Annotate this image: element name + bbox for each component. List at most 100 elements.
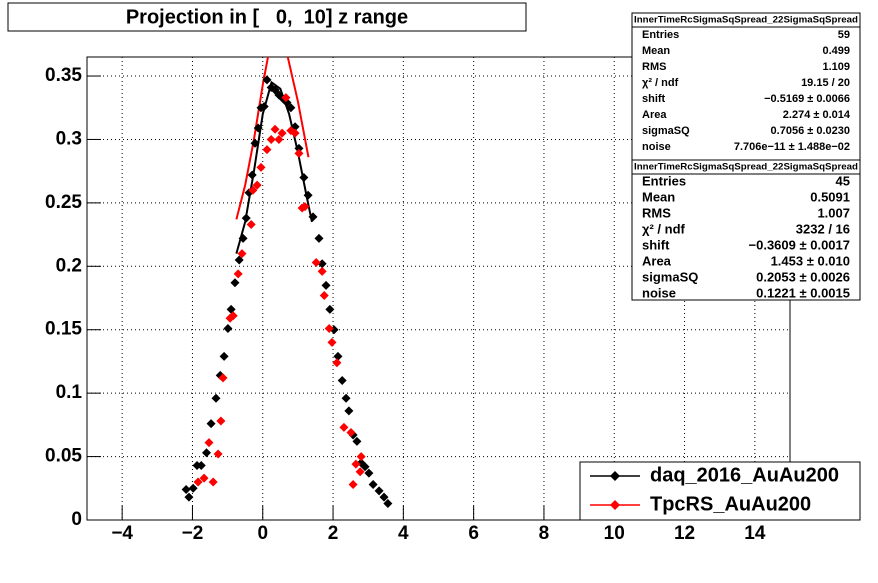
- y-tick-label: 0.2: [56, 255, 82, 276]
- stats-value: 0.2053 ± 0.0026: [756, 269, 850, 284]
- data-point: [314, 233, 324, 243]
- data-point: [270, 124, 280, 134]
- data-point: [188, 483, 198, 493]
- stats-value: −0.3609 ± 0.0017: [749, 237, 850, 252]
- stats-label: χ² / ndf: [642, 221, 686, 236]
- data-point: [339, 422, 349, 432]
- data-point: [332, 358, 342, 368]
- data-point: [337, 375, 347, 385]
- x-tick-label: 12: [674, 523, 695, 544]
- data-point: [356, 452, 366, 462]
- y-tick-label: 0.35: [45, 65, 82, 86]
- data-point: [374, 486, 384, 496]
- data-point: [300, 202, 310, 212]
- data-point: [206, 419, 216, 429]
- data-point: [351, 459, 361, 469]
- data-point: [286, 103, 296, 113]
- x-tick-label: −2: [182, 523, 204, 544]
- x-tick-label: −4: [111, 523, 133, 544]
- stats-label: RMS: [642, 205, 671, 220]
- y-tick-label: 0.25: [45, 192, 82, 213]
- data-point: [250, 138, 260, 148]
- stats-value: 1.007: [817, 205, 850, 220]
- data-point: [223, 323, 233, 333]
- data-point: [216, 416, 226, 426]
- data-point: [196, 460, 206, 470]
- data-point: [181, 485, 191, 495]
- y-tick-label: 0: [71, 509, 82, 530]
- x-tick-label: 2: [328, 523, 339, 544]
- data-point: [208, 477, 218, 487]
- data-point: [233, 269, 243, 279]
- data-point: [348, 479, 358, 489]
- data-point: [237, 249, 247, 259]
- data-point: [228, 311, 238, 321]
- stats-value: 45: [836, 173, 850, 188]
- data-point: [341, 393, 351, 403]
- stats-value: 3232 / 16: [796, 221, 850, 236]
- x-tick-label: 4: [398, 523, 409, 544]
- data-point: [311, 257, 321, 267]
- stats-value: 0.1221 ± 0.0015: [756, 285, 850, 300]
- stats-box: [631, 159, 861, 301]
- data-point: [248, 185, 258, 195]
- data-point: [281, 93, 291, 103]
- stats-label: sigmaSQ: [642, 125, 690, 137]
- data-point: [266, 134, 276, 144]
- data-point: [238, 233, 248, 243]
- data-point: [230, 278, 240, 288]
- stats-label: Area: [642, 253, 672, 268]
- data-point: [211, 393, 221, 403]
- data-point: [202, 448, 212, 458]
- data-point: [252, 180, 262, 190]
- stats-value: 0.499: [822, 45, 850, 57]
- stats-value: 1.453 ± 0.010: [771, 253, 850, 268]
- legend-marker: [610, 500, 620, 510]
- y-tick-label: 0.3: [56, 128, 82, 149]
- data-point: [317, 266, 327, 276]
- stats-label: Mean: [642, 45, 670, 57]
- data-point: [379, 492, 389, 502]
- data-point: [262, 75, 272, 85]
- stats-label: shift: [642, 237, 670, 252]
- data-point: [352, 436, 362, 446]
- data-point: [303, 190, 313, 200]
- x-tick-label: 0: [257, 523, 268, 544]
- stats-box: [631, 12, 861, 161]
- plot-area: [181, 57, 393, 509]
- data-point: [274, 134, 284, 144]
- y-tick-label: 0.15: [45, 319, 82, 340]
- data-point: [327, 337, 337, 347]
- data-point: [364, 468, 374, 478]
- legend-label: daq_2016_AuAu200: [650, 464, 839, 486]
- legend-box: [579, 461, 861, 521]
- data-point: [213, 449, 223, 459]
- stats-label: Mean: [642, 189, 675, 204]
- data-point: [204, 438, 214, 448]
- data-point: [262, 145, 272, 155]
- legend-marker: [610, 471, 620, 481]
- stats-value: 59: [838, 29, 850, 41]
- stats-label: RMS: [642, 61, 666, 73]
- data-point: [294, 148, 304, 158]
- stats-value: −0.5169 ± 0.0066: [764, 93, 850, 105]
- data-point: [321, 280, 331, 290]
- data-point: [368, 479, 378, 489]
- data-point: [218, 373, 228, 383]
- data-point: [360, 462, 370, 472]
- stats-label: noise: [642, 141, 671, 153]
- legend-label: TpcRS_AuAu200: [650, 493, 811, 515]
- data-point: [346, 427, 356, 437]
- x-tick-label: 14: [744, 523, 766, 544]
- data-point: [317, 259, 327, 269]
- stats-title: InnerTimeRcSigmaSqSpread_22SigmaSqSpread: [634, 14, 858, 24]
- y-tick-label: 0.05: [45, 446, 82, 467]
- data-point: [241, 213, 251, 223]
- stats-label: shift: [642, 93, 666, 105]
- stats-title: InnerTimeRcSigmaSqSpread_22SigmaSqSpread: [634, 161, 858, 171]
- data-point: [253, 123, 263, 133]
- x-tick-label: 6: [468, 523, 479, 544]
- stats-label: noise: [642, 285, 676, 300]
